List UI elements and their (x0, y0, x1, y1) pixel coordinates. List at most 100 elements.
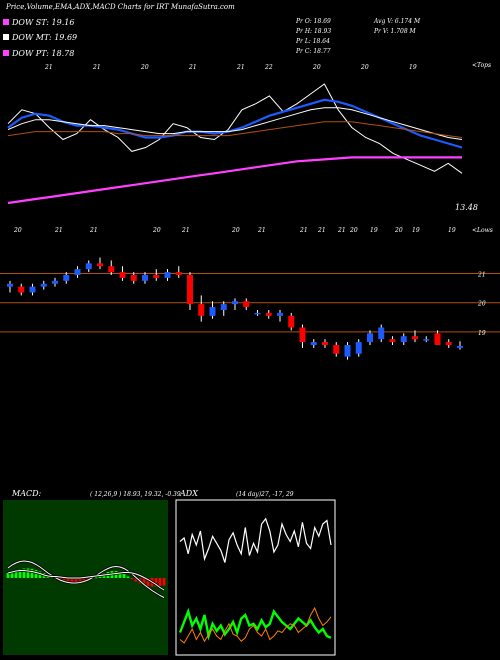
dow-mt-swatch (3, 34, 9, 40)
adx-params: (14 day)27, -17, 29 (236, 491, 294, 498)
macd-histogram-bar (6, 573, 10, 578)
ema-top-tick-label: 19 (409, 64, 417, 71)
candle-body (322, 342, 328, 345)
candle-body (378, 327, 385, 340)
prev-close-label: Pr C: 18.77 (295, 48, 331, 55)
candle-body (412, 336, 418, 340)
ema-bottom-tick-label: 21 (337, 227, 346, 234)
ema-bottom-tick-label: 19 (448, 227, 456, 234)
ema-bottom-tick-label: 21 (317, 227, 326, 234)
candle-body (434, 333, 441, 345)
macd-histogram-bar (142, 578, 146, 585)
macd-histogram-bar (66, 578, 70, 583)
candle-body (142, 275, 148, 281)
candle-body (277, 312, 283, 316)
ema-top-tick-label: 21 (188, 64, 197, 71)
price-level-label: 19 (478, 330, 486, 337)
ema-bottom-tick-label: 21 (257, 227, 266, 234)
dow-pt-label: DOW PT: 18.78 (11, 49, 74, 58)
macd-histogram-bar (146, 578, 150, 586)
macd-histogram-bar (118, 572, 122, 578)
candle-body (18, 286, 25, 293)
macd-params: ( 12,26,9 ) 18.93, 19.32, -0.39 (90, 491, 181, 498)
macd-histogram-bar (70, 578, 74, 583)
candle-body (265, 312, 272, 316)
prev-low-label: Pr L: 18.64 (295, 38, 330, 45)
macd-line (7, 560, 165, 598)
macd-histogram-bar (130, 578, 134, 579)
candle-body (344, 345, 351, 357)
chart-header-title: Price,Volume,EMA,ADX,MACD Charts for IRT… (5, 3, 235, 11)
candle-body (63, 275, 70, 281)
ema-bottom-tick-label: 20 (231, 227, 240, 234)
candle-body (355, 342, 362, 354)
candle-body (153, 275, 160, 278)
candle-body (209, 307, 216, 316)
ema-bottom-tick-label: 20 (394, 227, 403, 234)
dow-pt-swatch (3, 50, 9, 56)
macd-histogram-bar (30, 569, 34, 578)
macd-histogram-bar (10, 571, 14, 578)
adx-line-1 (178, 607, 332, 641)
macd-histogram-bar (126, 576, 130, 578)
adx-line-0 (179, 517, 332, 563)
ema-top-tick-labels: 21 21 20 21 21 22 20 20 19 (44, 64, 417, 71)
adx-label: ADX (179, 489, 198, 498)
prev-volume-label: Pr V: 1.708 M (373, 28, 417, 35)
macd-histogram-bar (134, 578, 138, 582)
macd-histogram-bar (14, 570, 18, 578)
candle-body (74, 269, 81, 275)
macd-plot (6, 559, 166, 599)
ema-line-2 (7, 107, 463, 140)
candle-body (299, 327, 306, 343)
dow-st-label: DOW ST: 19.16 (11, 18, 74, 27)
prev-open-label: Pr O: 18.69 (295, 18, 331, 25)
candle-body (119, 272, 126, 278)
candle-body (400, 336, 407, 343)
ema-line-1 (7, 98, 463, 149)
candle-body (457, 345, 463, 348)
tops-axis-label: <Tops (472, 62, 491, 69)
macd-histogram-bar (82, 578, 86, 582)
prev-high-label: Pr H: 18.93 (295, 28, 331, 35)
macd-histogram-bar (158, 578, 162, 586)
candle-body (232, 301, 238, 305)
candle-body (288, 315, 295, 328)
candle-body (423, 339, 430, 341)
ema-last-value-label: 13.48 (455, 203, 478, 212)
dow-st-swatch (3, 19, 9, 25)
macd-histogram-bar (162, 578, 166, 586)
macd-histogram-bar (34, 570, 38, 578)
macd-signal-line (7, 570, 165, 591)
lows-axis-label: <Lows (472, 227, 493, 234)
ema-lines (7, 83, 463, 205)
candle-body (164, 272, 171, 278)
ema-line-4 (7, 156, 462, 205)
candles (7, 257, 463, 360)
ema-top-tick-label: 21 (236, 64, 245, 71)
candle-body (389, 339, 396, 343)
price-level-label: 20 (477, 301, 486, 308)
candle-body (198, 304, 205, 316)
macd-label: MACD: (11, 489, 42, 498)
candle-body (254, 312, 261, 315)
price-level-lines: 21 20 19 (0, 272, 500, 337)
macd-histogram-bar (26, 568, 30, 578)
macd-histogram-bar (18, 569, 22, 578)
candle-body (187, 275, 193, 305)
price-level-label: 21 (477, 272, 486, 279)
candle-body (52, 280, 58, 284)
price-panel: 21 20 19 (0, 257, 500, 360)
macd-histogram-bar (78, 578, 82, 583)
ema-bottom-tick-label: 21 (89, 227, 98, 234)
candle-body (108, 266, 115, 273)
candle-body (7, 283, 13, 287)
candle-body (367, 333, 373, 343)
candle-body (40, 283, 47, 287)
adx-plot (178, 517, 332, 644)
macd-histogram-bar (62, 578, 66, 582)
ema-bottom-tick-label: 20 (13, 227, 22, 234)
ema-bottom-tick-label: 21 (181, 227, 190, 234)
avg-volume-label: Avg V: 6.174 M (373, 18, 421, 25)
